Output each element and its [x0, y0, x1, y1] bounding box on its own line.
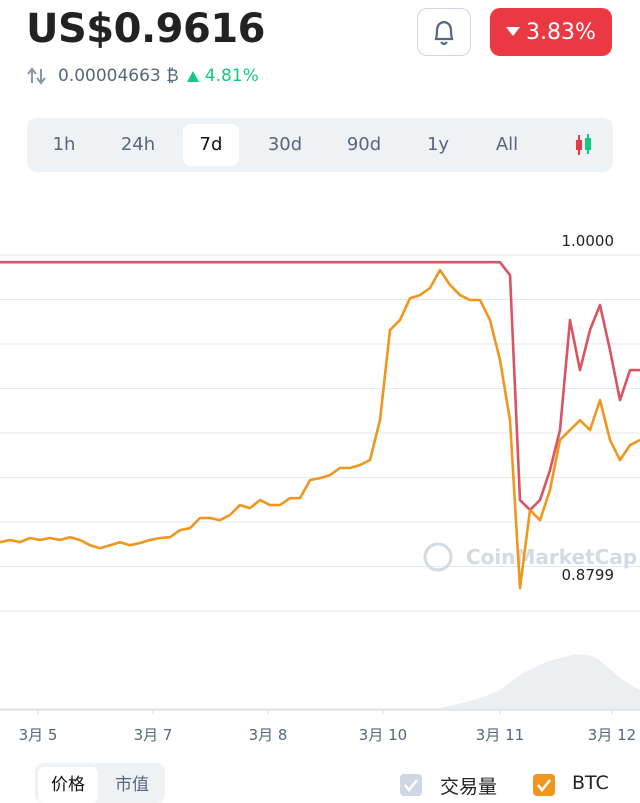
y-tick-label: 0.8799	[562, 566, 615, 584]
check	[537, 779, 551, 793]
legend-entry: BTC	[572, 772, 609, 794]
check	[404, 779, 418, 793]
x-tick-label: 3月 12	[588, 726, 636, 744]
range-tab[interactable]: 1y	[426, 134, 450, 155]
bell-icon	[434, 20, 454, 46]
chart-tab[interactable]: 价格	[38, 767, 98, 803]
chart-tab[interactable]: 市值	[115, 775, 149, 795]
alert-button[interactable]	[417, 8, 471, 56]
down-arrow	[506, 27, 521, 36]
y-tick-label: 1.0000	[562, 232, 615, 250]
btc-checkbox[interactable]	[533, 774, 555, 796]
watermark: CoinMarketCap	[466, 545, 637, 569]
usd-change: 3.83%	[526, 19, 596, 45]
x-tick-label: 3月 8	[249, 726, 288, 744]
chart: CoinMarketCap 1.0000 0.8799 3月 5 3月 7 3月 8 3月 …	[0, 232, 640, 744]
x-tick-label: 3月 5	[19, 726, 58, 744]
volume-area	[0, 654, 640, 710]
range-tabs: 1h 24h 7d 30d 90d 1y All	[27, 118, 613, 172]
range-tab[interactable]: 1h	[52, 134, 76, 155]
x-tick-label: 3月 7	[134, 726, 173, 744]
btc-row: 0.00004663 ₿ 4.81%	[26, 64, 259, 88]
watermark-logo	[423, 542, 453, 572]
price: US$0.9616	[26, 6, 265, 52]
x-tick-label: 3月 10	[359, 726, 407, 744]
btc-price: 0.00004663 ₿	[58, 66, 179, 86]
range-tab[interactable]: 24h	[120, 134, 156, 155]
candle-icon[interactable]	[572, 132, 596, 158]
chart-tabs: 价格 市值	[35, 763, 165, 803]
volume-checkbox[interactable]	[400, 774, 422, 796]
series-line	[0, 268, 640, 590]
up-arrow	[186, 71, 199, 82]
btc-change: 4.81%	[204, 66, 259, 86]
swap-icon	[27, 67, 46, 85]
series-line	[0, 260, 640, 512]
x-tick-label: 3月 11	[476, 726, 524, 744]
range-tab[interactable]: 90d	[346, 134, 382, 155]
range-tab[interactable]: 7d	[183, 124, 239, 166]
usd-change-badge: 3.83%	[490, 8, 612, 56]
volume-label: 交易量	[440, 776, 498, 798]
range-tab[interactable]: 30d	[267, 134, 303, 155]
range-tab[interactable]: All	[495, 134, 519, 155]
